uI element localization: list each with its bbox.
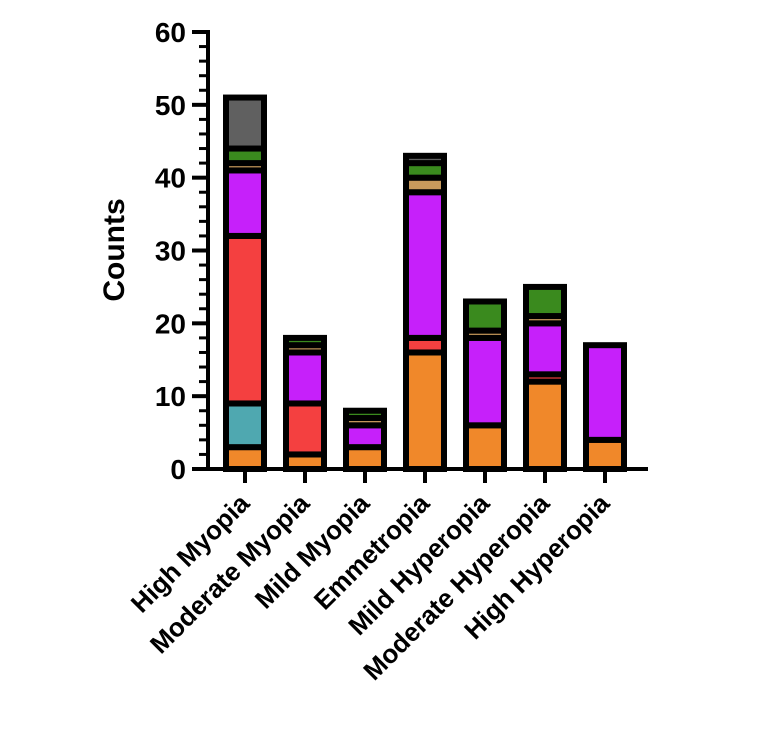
bar-stack [403,152,447,473]
bar-segment-s4 [223,167,267,239]
bar-stack [523,283,567,473]
y-tick-label: 10 [155,381,186,412]
bar-segment-s4 [523,320,567,378]
bar-segment-s3 [283,400,327,458]
bar-segment-s2 [223,400,267,451]
y-tick-label: 40 [155,163,186,194]
bar-segment-s4 [343,422,387,451]
bar-segment-s1 [463,422,507,472]
bar-stack [343,407,387,472]
bar-stack [583,342,627,473]
y-axis-label: Counts [98,198,131,301]
y-tick-label: 60 [155,17,186,48]
y-tick-label: 50 [155,90,186,121]
bar-segment-s4 [583,342,627,443]
bar-segment-s6 [463,298,507,334]
y-tick-label: 30 [155,236,186,267]
bar-segment-s7 [223,94,267,152]
bar-segment-s4 [463,334,507,429]
bar-segment-s4 [283,349,327,407]
bar-segment-s7 [403,152,447,167]
bar-segment-s6 [343,407,387,422]
bar-segment-s1 [523,378,567,473]
y-tick-label: 0 [170,454,186,485]
bar-segment-s4 [403,189,447,341]
bar-segment-s6 [283,334,327,349]
bar-segment-s1 [583,436,627,473]
bars [223,94,627,473]
bar-stack [283,334,327,472]
bar-segment-s6 [523,283,567,320]
bar-segment-s1 [223,444,267,472]
bar-segment-s1 [403,349,447,473]
bar-stack [463,298,507,472]
bar-stack [223,94,267,472]
bar-segment-s3 [223,232,267,407]
y-tick-label: 20 [155,308,186,339]
bar-segment-s1 [343,444,387,472]
